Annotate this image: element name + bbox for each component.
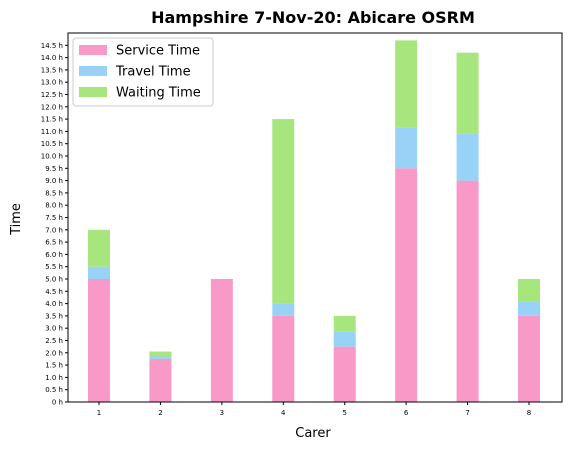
chart-title: Hampshire 7-Nov-20: Abicare OSRM: [151, 8, 475, 27]
y-tick-label: 4.0 h: [45, 300, 63, 308]
legend-label: Travel Time: [115, 65, 191, 80]
y-tick-label: 9.0 h: [45, 177, 63, 185]
plot-frame: [67, 32, 563, 403]
y-tick-label: 12.5 h: [41, 91, 63, 99]
x-tick-label: 2: [158, 409, 162, 417]
y-tick-label: 12.0 h: [41, 103, 63, 111]
y-tick-label: 14.5 h: [41, 42, 63, 50]
x-tick-label: 8: [527, 409, 531, 417]
x-axis-ticks: 1 2 3 4 5 6 7 8: [97, 402, 531, 417]
x-axis-label: Carer: [295, 426, 331, 441]
y-tick-label: 0 h: [52, 399, 63, 407]
y-tick-label: 13.5 h: [41, 66, 63, 74]
bar-segment-service-time-carer-3: [210, 279, 233, 402]
y-tick-label: 10.0 h: [41, 153, 63, 161]
bar-segment-waiting-time-carer-8: [518, 279, 540, 302]
bar-segment-service-time-carer-2: [149, 358, 172, 402]
x-tick-label: 3: [220, 409, 224, 417]
bar-segment-travel-time-carer-6: [395, 127, 418, 169]
y-tick-label: 14.0 h: [41, 54, 63, 62]
y-tick-label: 8.0 h: [45, 202, 63, 210]
bar-segment-service-time-carer-8: [518, 315, 540, 402]
bar-segment-service-time-carer-4: [272, 315, 295, 402]
x-tick-label: 4: [281, 409, 286, 417]
y-tick-label: 11.0 h: [41, 128, 63, 136]
bar-segment-travel-time-carer-8: [518, 301, 540, 316]
legend-swatch: [79, 45, 107, 55]
y-tick-label: 3.5 h: [45, 312, 63, 320]
y-tick-label: 7.5 h: [45, 214, 63, 222]
legend-box: [72, 37, 214, 107]
x-tick-label: 5: [342, 409, 346, 417]
y-tick-label: 10.5 h: [41, 140, 63, 148]
bar-segment-travel-time-carer-1: [88, 266, 110, 279]
bar-segment-service-time-carer-7: [456, 180, 479, 402]
y-tick-label: 5.0 h: [45, 276, 63, 284]
legend: Service Time Travel Time Waiting Time: [72, 37, 214, 107]
bar-segment-travel-time-carer-4: [272, 303, 295, 316]
bar-segment-service-time-carer-5: [333, 346, 356, 402]
x-tick-label: 6: [404, 409, 409, 417]
bar-segment-waiting-time-carer-6: [395, 40, 418, 128]
y-tick-label: 2.0 h: [45, 349, 63, 357]
y-tick-label: 13.0 h: [41, 79, 63, 87]
bar-segment-travel-time-carer-7: [456, 133, 479, 181]
y-tick-label: 6.0 h: [45, 251, 63, 259]
bar-segment-waiting-time-carer-7: [456, 52, 479, 134]
bar-segment-waiting-time-carer-2: [149, 351, 172, 357]
y-tick-label: 6.5 h: [45, 239, 63, 247]
y-tick-label: 11.5 h: [41, 116, 63, 124]
y-tick-label: 2.5 h: [45, 337, 63, 345]
legend-swatch: [79, 66, 107, 76]
bar-segment-service-time-carer-1: [88, 279, 110, 402]
legend-swatch: [79, 87, 107, 97]
y-tick-label: 1.0 h: [45, 374, 63, 382]
x-tick-label: 1: [97, 409, 101, 417]
y-tick-label: 8.5 h: [45, 189, 63, 197]
bar-segment-travel-time-carer-5: [333, 331, 356, 347]
bar-segment-travel-time-carer-2: [149, 356, 172, 359]
y-axis-ticks: 0 h 0.5 h 1.0 h 1.5 h 2.0 h 2.5 h 3.0 h 3.5 h 4.…: [41, 42, 68, 407]
bar-segment-waiting-time-carer-4: [272, 119, 295, 304]
y-tick-label: 9.5 h: [45, 165, 63, 173]
y-tick-label: 3.0 h: [45, 325, 63, 333]
x-tick-label: 7: [465, 409, 469, 417]
y-tick-label: 4.5 h: [45, 288, 63, 296]
y-tick-label: 5.5 h: [45, 263, 63, 271]
bar-segment-waiting-time-carer-5: [333, 315, 356, 332]
y-tick-label: 0.5 h: [45, 386, 63, 394]
y-tick-label: 7.0 h: [45, 226, 63, 234]
bar-segment-service-time-carer-6: [395, 168, 418, 402]
bars-layer: [88, 40, 540, 402]
legend-label: Service Time: [116, 44, 200, 59]
y-tick-label: 1.5 h: [45, 362, 63, 370]
y-axis-label: Time: [9, 203, 24, 236]
bar-segment-waiting-time-carer-1: [88, 229, 110, 267]
legend-label: Waiting Time: [116, 86, 201, 101]
